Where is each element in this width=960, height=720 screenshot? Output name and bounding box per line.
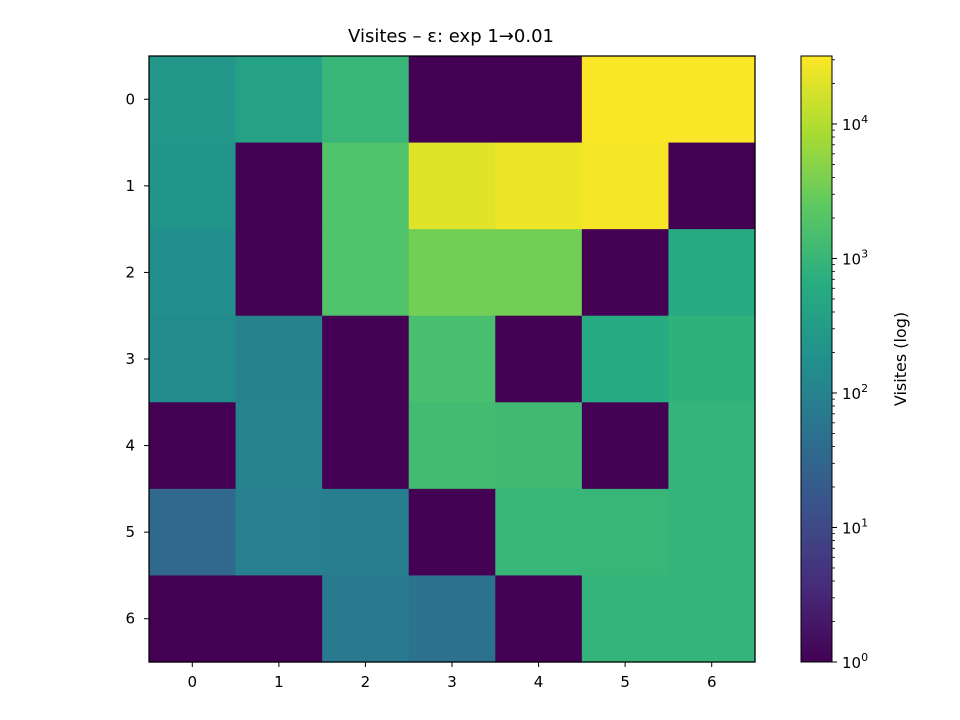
x-tick-label: 2 bbox=[361, 673, 371, 691]
heatmap-cell-r1-c1 bbox=[235, 142, 323, 230]
heatmap-cell-r1-c0 bbox=[149, 142, 237, 230]
heatmap-cell-r2-c3 bbox=[408, 229, 496, 317]
heatmap-cell-r0-c5 bbox=[581, 56, 670, 144]
y-axis-ticks: 0 1 2 3 4 5 6 bbox=[125, 90, 149, 628]
colorbar-tick-label: 101 bbox=[842, 516, 868, 537]
heatmap-cell-r6-c4 bbox=[495, 575, 583, 663]
heatmap-cell-r4-c1 bbox=[235, 402, 323, 490]
heatmap-cell-r3-c6 bbox=[668, 315, 756, 403]
x-tick-label: 6 bbox=[707, 673, 717, 691]
heatmap-cell-r2-c2 bbox=[322, 229, 410, 317]
heatmap-cell-r1-c3 bbox=[408, 142, 496, 230]
heatmap-cell-r5-c6 bbox=[668, 488, 756, 577]
heatmap-cell-r5-c1 bbox=[235, 488, 323, 577]
heatmap-cell-r5-c4 bbox=[495, 488, 583, 577]
heatmap-cell-r0-c4 bbox=[495, 56, 583, 144]
colorbar-label: Visites (log) bbox=[891, 312, 910, 406]
heatmap-cell-r6-c5 bbox=[581, 575, 670, 663]
heatmap-cell-r3-c4 bbox=[495, 315, 583, 403]
heatmap-cell-r6-c1 bbox=[235, 575, 323, 663]
y-tick-label: 0 bbox=[125, 90, 135, 108]
heatmap-cell-r5-c0 bbox=[149, 488, 237, 577]
heatmap-cell-r0-c1 bbox=[235, 56, 323, 144]
y-tick-label: 1 bbox=[125, 177, 135, 195]
heatmap-cell-r3-c2 bbox=[322, 315, 410, 403]
heatmap-cell-r2-c4 bbox=[495, 229, 583, 317]
heatmap-cell-r0-c0 bbox=[149, 56, 237, 144]
heatmap-cell-r0-c3 bbox=[408, 56, 496, 144]
y-tick-label: 4 bbox=[125, 437, 135, 455]
heatmap-cell-r3-c0 bbox=[149, 315, 237, 403]
heatmap-cell-r6-c3 bbox=[408, 575, 496, 663]
x-tick-label: 3 bbox=[447, 673, 457, 691]
heatmap-cell-r6-c6 bbox=[668, 575, 756, 663]
heatmap-cell-r2-c0 bbox=[149, 229, 237, 317]
y-tick-label: 3 bbox=[125, 350, 135, 368]
heatmap-cell-r0-c6 bbox=[668, 56, 756, 144]
heatmap-cell-r2-c1 bbox=[235, 229, 323, 317]
x-axis-ticks: 0 1 2 3 4 5 6 bbox=[188, 662, 717, 691]
x-tick-label: 0 bbox=[188, 673, 198, 691]
heatmap-cell-r2-c5 bbox=[581, 229, 670, 317]
heatmap-cell-r2-c6 bbox=[668, 229, 756, 317]
heatmap-cell-r1-c6 bbox=[668, 142, 756, 230]
colorbar-ticks: 100 101 102 103 104 bbox=[832, 59, 868, 672]
x-tick-label: 4 bbox=[534, 673, 544, 691]
heatmap-cell-r4-c0 bbox=[149, 402, 237, 490]
heatmap-cell-r1-c5 bbox=[581, 142, 670, 230]
heatmap-cell-r5-c2 bbox=[322, 488, 410, 577]
colorbar bbox=[800, 55, 833, 663]
x-tick-label: 5 bbox=[620, 673, 630, 691]
colorbar-tick-label: 103 bbox=[842, 247, 868, 268]
heatmap-cell-r3-c5 bbox=[581, 315, 670, 403]
heatmap-cell-r1-c2 bbox=[322, 142, 410, 230]
colorbar-tick-label: 104 bbox=[842, 113, 868, 134]
heatmap-cell-r4-c6 bbox=[668, 402, 756, 490]
heatmap-cell-r3-c3 bbox=[408, 315, 496, 403]
x-tick-label: 1 bbox=[274, 673, 284, 691]
y-tick-label: 2 bbox=[125, 263, 135, 281]
heatmap-cell-r5-c3 bbox=[408, 488, 496, 577]
y-tick-label: 6 bbox=[125, 610, 135, 628]
heatmap-cell-r5-c5 bbox=[581, 488, 670, 577]
heatmap-cell-r4-c2 bbox=[322, 402, 410, 490]
heatmap-cell-r4-c4 bbox=[495, 402, 583, 490]
colorbar-tick-label: 100 bbox=[842, 651, 868, 672]
heatmap-cell-r6-c2 bbox=[322, 575, 410, 663]
heatmap-cell-r3-c1 bbox=[235, 315, 323, 403]
heatmap-cells bbox=[149, 56, 756, 663]
colorbar-tick-label: 102 bbox=[842, 382, 868, 403]
heatmap-cell-r4-c3 bbox=[408, 402, 496, 490]
y-tick-label: 5 bbox=[125, 523, 135, 541]
chart-title: Visites – ε: exp 1→0.01 bbox=[348, 26, 554, 47]
heatmap-cell-r6-c0 bbox=[149, 575, 237, 663]
heatmap-cell-r4-c5 bbox=[581, 402, 670, 490]
heatmap-cell-r1-c4 bbox=[495, 142, 583, 230]
heatmap-cell-r0-c2 bbox=[322, 56, 410, 144]
